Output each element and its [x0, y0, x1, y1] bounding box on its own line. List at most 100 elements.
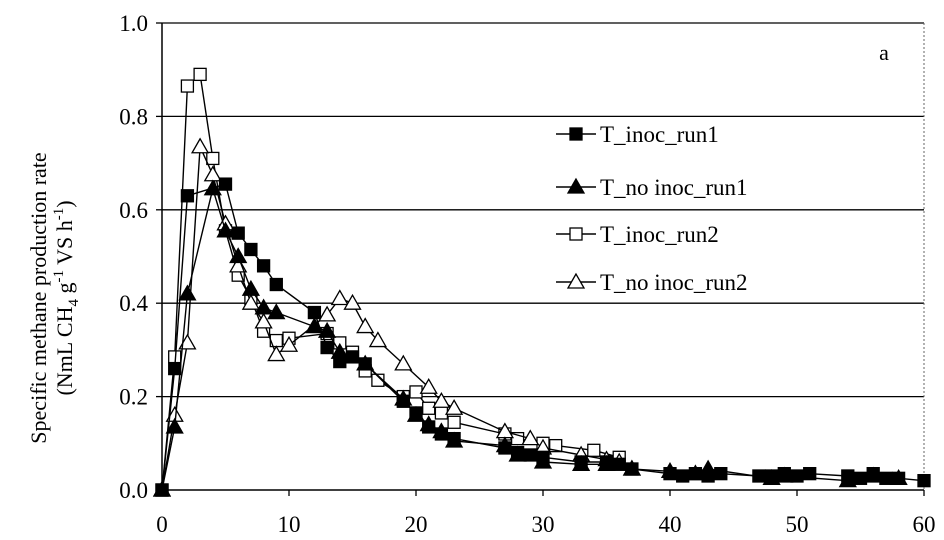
data-point	[330, 342, 349, 359]
data-point	[190, 137, 210, 154]
data-point	[838, 471, 857, 488]
data-point	[394, 389, 413, 406]
data-point	[803, 467, 817, 481]
y-axis-label-part: -1	[51, 208, 67, 221]
data-point	[256, 259, 271, 273]
legend-marker	[569, 227, 583, 241]
legend-label: T_inoc_run2	[600, 222, 719, 247]
data-point	[444, 398, 464, 415]
data-point	[533, 452, 553, 469]
data-point	[203, 165, 222, 182]
x-tick-label: 40	[659, 512, 682, 537]
series-t-no-inoc-run1	[152, 179, 908, 497]
data-point	[307, 305, 322, 320]
data-point	[254, 298, 273, 315]
legend-item: T_inoc_run2	[556, 222, 719, 247]
data-point	[917, 474, 931, 488]
data-point	[317, 305, 337, 322]
data-point	[330, 289, 349, 306]
data-point	[152, 480, 172, 497]
legend-marker	[566, 272, 586, 289]
y-tick-label: 0.0	[119, 478, 148, 503]
data-point	[269, 277, 283, 292]
data-point	[241, 279, 261, 296]
legend-label: T_inoc_run1	[600, 122, 719, 147]
data-point	[409, 385, 423, 399]
data-point	[419, 415, 438, 432]
series-t-no-inoc-run2	[152, 137, 642, 497]
data-point	[229, 247, 248, 264]
data-point	[549, 438, 563, 453]
data-point	[419, 377, 438, 394]
gridlines	[162, 22, 924, 398]
y-axis-label-part: -1	[51, 270, 67, 283]
y-tick-label: 0.8	[119, 104, 148, 129]
y-tick-label: 0.2	[119, 385, 148, 410]
y-axis-label: Specific methane production rate (NmL CH…	[26, 152, 82, 443]
data-point	[178, 284, 197, 301]
data-point	[432, 422, 451, 439]
data-point	[447, 415, 461, 429]
y-axis-label-line1: Specific methane production rate	[26, 152, 51, 443]
data-point	[660, 462, 680, 478]
y-tick-label: 0.4	[119, 291, 148, 316]
data-point	[267, 345, 286, 362]
panel-label: a	[879, 40, 889, 65]
data-point	[267, 303, 286, 320]
axes	[156, 22, 925, 496]
data-point	[231, 226, 245, 240]
x-tick-label: 20	[405, 512, 428, 537]
data-series	[152, 67, 931, 497]
data-point	[495, 436, 515, 453]
data-point	[368, 331, 388, 348]
data-point	[434, 406, 449, 420]
x-tick-label: 0	[156, 512, 168, 537]
y-tick-label: 0.6	[119, 198, 148, 223]
data-point	[864, 466, 883, 483]
y-axis-label-part: (NmL CH	[52, 306, 77, 395]
data-point	[587, 443, 601, 457]
data-point	[244, 242, 258, 257]
data-point	[320, 340, 334, 355]
data-point	[762, 469, 781, 485]
legend-item: T_no inoc_run1	[556, 175, 748, 200]
data-point	[406, 405, 426, 422]
series-line	[161, 146, 633, 491]
legend-item: T_inoc_run1	[556, 122, 719, 147]
data-point	[343, 293, 362, 310]
data-point	[206, 151, 220, 166]
legend-label: T_no inoc_run2	[600, 270, 748, 295]
data-point	[622, 459, 642, 476]
data-point	[305, 317, 324, 334]
data-point	[241, 293, 261, 310]
data-point	[444, 431, 464, 448]
data-point	[180, 189, 195, 203]
x-tick-label: 50	[786, 512, 809, 537]
legend-marker	[566, 177, 586, 194]
y-tick-label: 1.0	[119, 11, 148, 36]
y-axis-label-part: g	[52, 283, 77, 300]
data-point	[165, 417, 184, 434]
data-point	[356, 354, 375, 371]
data-point	[432, 391, 451, 408]
data-point	[612, 457, 626, 471]
series-t-inoc-run2	[155, 67, 626, 497]
data-point	[345, 350, 360, 364]
data-point	[254, 312, 273, 329]
x-tick-label: 60	[913, 512, 936, 537]
data-point	[889, 469, 908, 485]
data-point	[216, 221, 235, 238]
data-point	[168, 361, 182, 376]
data-point	[714, 467, 728, 481]
data-point	[279, 335, 299, 352]
data-point	[698, 459, 718, 476]
data-point	[203, 179, 222, 196]
y-axis-label-part: VS h	[52, 220, 77, 270]
legend-marker	[569, 127, 583, 141]
data-point	[508, 445, 527, 462]
data-point	[317, 321, 337, 338]
y-axis-label-line2: (NmL CH4 g-1 VS h-1)	[51, 200, 82, 395]
x-tick-label: 30	[532, 512, 555, 537]
data-point	[597, 455, 616, 471]
data-point	[218, 177, 233, 191]
